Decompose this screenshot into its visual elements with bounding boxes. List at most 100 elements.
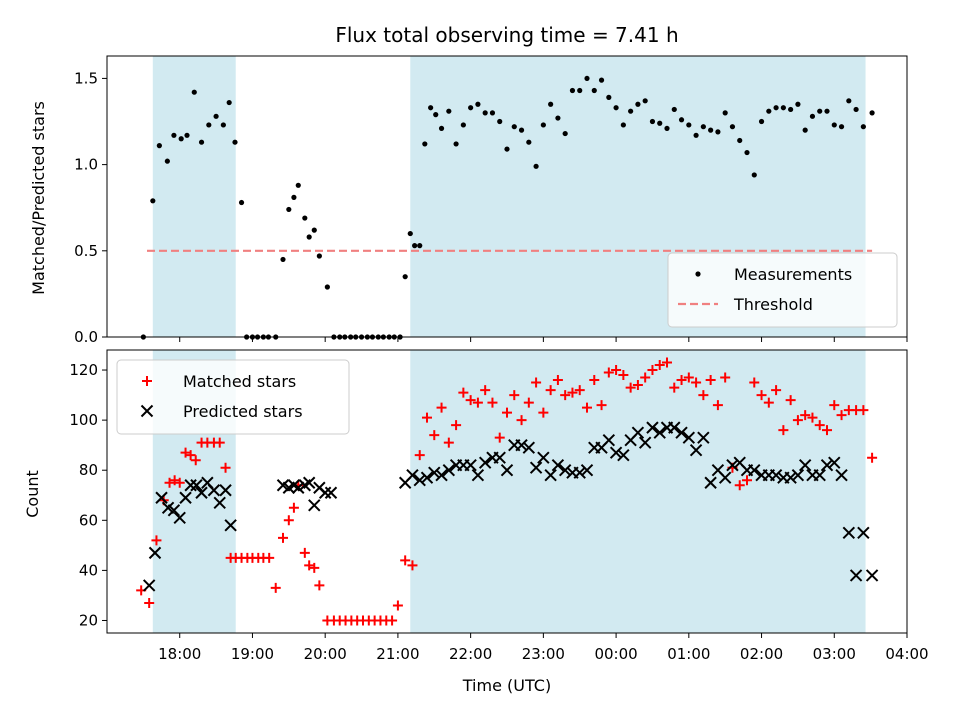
- measurements-point: [489, 110, 496, 116]
- matched-stars-point: [742, 475, 752, 486]
- legend-box: [116, 359, 350, 435]
- matched-stars-point: [523, 397, 534, 408]
- predicted-stars-point: [842, 526, 856, 540]
- matched-stars-point: [632, 380, 643, 391]
- measurements-point: [562, 130, 568, 137]
- matched-stars-point: [778, 425, 789, 436]
- matched-stars-point: [531, 377, 542, 388]
- measurements-point: [311, 227, 317, 233]
- predicted-stars-point: [828, 456, 841, 469]
- measurements-point: [678, 117, 685, 123]
- measurements-point: [540, 122, 546, 128]
- x-tick-label: 20:00: [304, 645, 347, 663]
- predicted-stars-point: [173, 511, 186, 525]
- measurements-point: [206, 122, 212, 128]
- measurements-point: [795, 101, 801, 107]
- matched-stars-point: [516, 415, 527, 426]
- predicted-stars-point: [292, 481, 305, 494]
- matched-stars-point: [858, 405, 869, 416]
- measurements-point: [817, 108, 823, 114]
- predicted-stars-point: [420, 471, 434, 484]
- measurements-point: [232, 139, 238, 145]
- matched-stars-point: [144, 597, 155, 608]
- y-tick-label: 40: [79, 561, 98, 579]
- matched-stars-point: [545, 385, 556, 396]
- matched-stars-point: [288, 502, 299, 513]
- predicted-stars-point: [631, 426, 645, 439]
- measurements-point: [788, 106, 794, 113]
- measurements-point: [657, 120, 663, 126]
- measurements-point: [460, 122, 466, 128]
- measurements-point: [715, 129, 721, 135]
- measurements-point: [751, 172, 757, 178]
- y-tick-label: 120: [69, 361, 98, 379]
- bottom-y-axis-label: Count: [23, 470, 42, 518]
- matched-stars-point: [487, 397, 498, 408]
- matched-stars-point: [814, 420, 825, 431]
- predicted-stars-point: [155, 491, 168, 504]
- axes-frame: [106, 349, 908, 634]
- predicted-stars-point: [544, 469, 557, 482]
- predicted-stars-point: [865, 569, 879, 582]
- matched-stars-point: [509, 390, 520, 401]
- measurements-point: [422, 141, 428, 147]
- measurements-point: [846, 98, 852, 104]
- matched-stars-point: [214, 437, 225, 448]
- predicted-stars-point: [184, 479, 197, 492]
- measurements-point: [316, 253, 322, 259]
- predicted-stars-point: [219, 484, 232, 497]
- predicted-stars-point: [689, 443, 703, 457]
- measurements-point: [402, 274, 408, 280]
- y-tick-label: 0.0: [74, 328, 98, 346]
- matched-stars-point: [151, 535, 162, 546]
- measurements-point: [446, 108, 452, 114]
- predicted-stars-point: [580, 464, 594, 477]
- measurements-point: [831, 122, 837, 128]
- matched-stars-point: [190, 455, 201, 466]
- x-tick-label: 02:00: [740, 645, 783, 663]
- measurements-point: [869, 110, 875, 116]
- matched-stars-point: [422, 412, 432, 423]
- predicted-stars-point: [675, 426, 688, 439]
- legend-label: Measurements: [734, 265, 852, 284]
- matched-stars-point: [185, 450, 196, 461]
- measurements-point: [649, 118, 656, 125]
- predicted-stars-point: [849, 569, 863, 582]
- matched-stars-point: [691, 377, 702, 388]
- matched-stars-point: [538, 407, 549, 418]
- matched-stars-point: [299, 547, 310, 558]
- legend-label: Threshold: [733, 295, 813, 314]
- matched-stars-point: [574, 385, 585, 396]
- legend: Measurements Threshold: [667, 252, 898, 328]
- measurements-point: [497, 118, 503, 125]
- predicted-stars-point: [167, 504, 181, 517]
- measurements-point: [453, 141, 459, 147]
- matched-stars-point: [596, 400, 607, 411]
- measurements-point: [766, 108, 772, 114]
- measurements-point: [407, 230, 413, 237]
- matched-stars-point: [734, 480, 745, 491]
- y-tick-label: 0.5: [74, 242, 98, 260]
- measurements-point: [220, 122, 226, 128]
- legend: Matched stars Predicted stars: [116, 359, 350, 435]
- matched-stars-point: [458, 387, 469, 398]
- observing-interval: [410, 350, 866, 633]
- matched-stars-point: [589, 375, 600, 386]
- measurements-point: [744, 149, 750, 156]
- legend-label: Predicted stars: [183, 402, 303, 421]
- measurements-point: [511, 124, 517, 130]
- measurements-point: [606, 94, 612, 100]
- predicted-stars-point: [857, 526, 870, 540]
- predicted-stars-point: [302, 476, 316, 489]
- predicted-stars-point: [835, 469, 848, 482]
- predicted-stars-point: [748, 464, 761, 477]
- matched-stars-point: [705, 375, 716, 386]
- measurements-point: [635, 101, 641, 107]
- matched-stars-point: [264, 552, 275, 563]
- matched-stars-point: [749, 377, 760, 388]
- matched-stars-point: [800, 410, 811, 421]
- measurements-point: [780, 105, 786, 111]
- matched-stars-point: [720, 372, 731, 383]
- predicted-stars-point: [318, 486, 332, 499]
